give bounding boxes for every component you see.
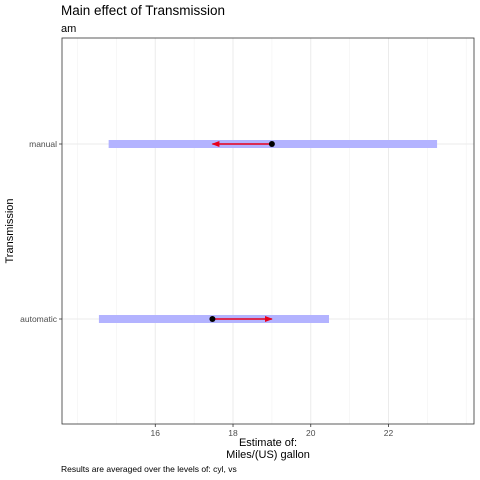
estimate-point-automatic <box>209 316 216 322</box>
panel-border <box>61 37 475 425</box>
x-axis-label-line: Estimate of: <box>239 437 297 449</box>
chart-caption: Results are averaged over the levels of:… <box>61 464 237 474</box>
x-axis-label-line: Miles/(US) gallon <box>226 449 310 461</box>
y-tick-label-manual: manual <box>29 139 57 149</box>
chart-title: Main effect of Transmission <box>61 3 226 18</box>
y-tick-label-automatic: automatic <box>20 314 58 324</box>
x-tick-label: 18 <box>228 428 238 438</box>
x-tick-label: 20 <box>306 428 316 438</box>
x-axis-label: Estimate of: Miles/(US) gallon <box>226 437 310 461</box>
y-axis-label: Transmission <box>4 199 16 264</box>
chart-subtitle: am <box>61 23 77 35</box>
x-tick-label: 16 <box>151 428 161 438</box>
x-tick-label: 22 <box>384 428 394 438</box>
estimate-point-manual <box>268 141 275 147</box>
